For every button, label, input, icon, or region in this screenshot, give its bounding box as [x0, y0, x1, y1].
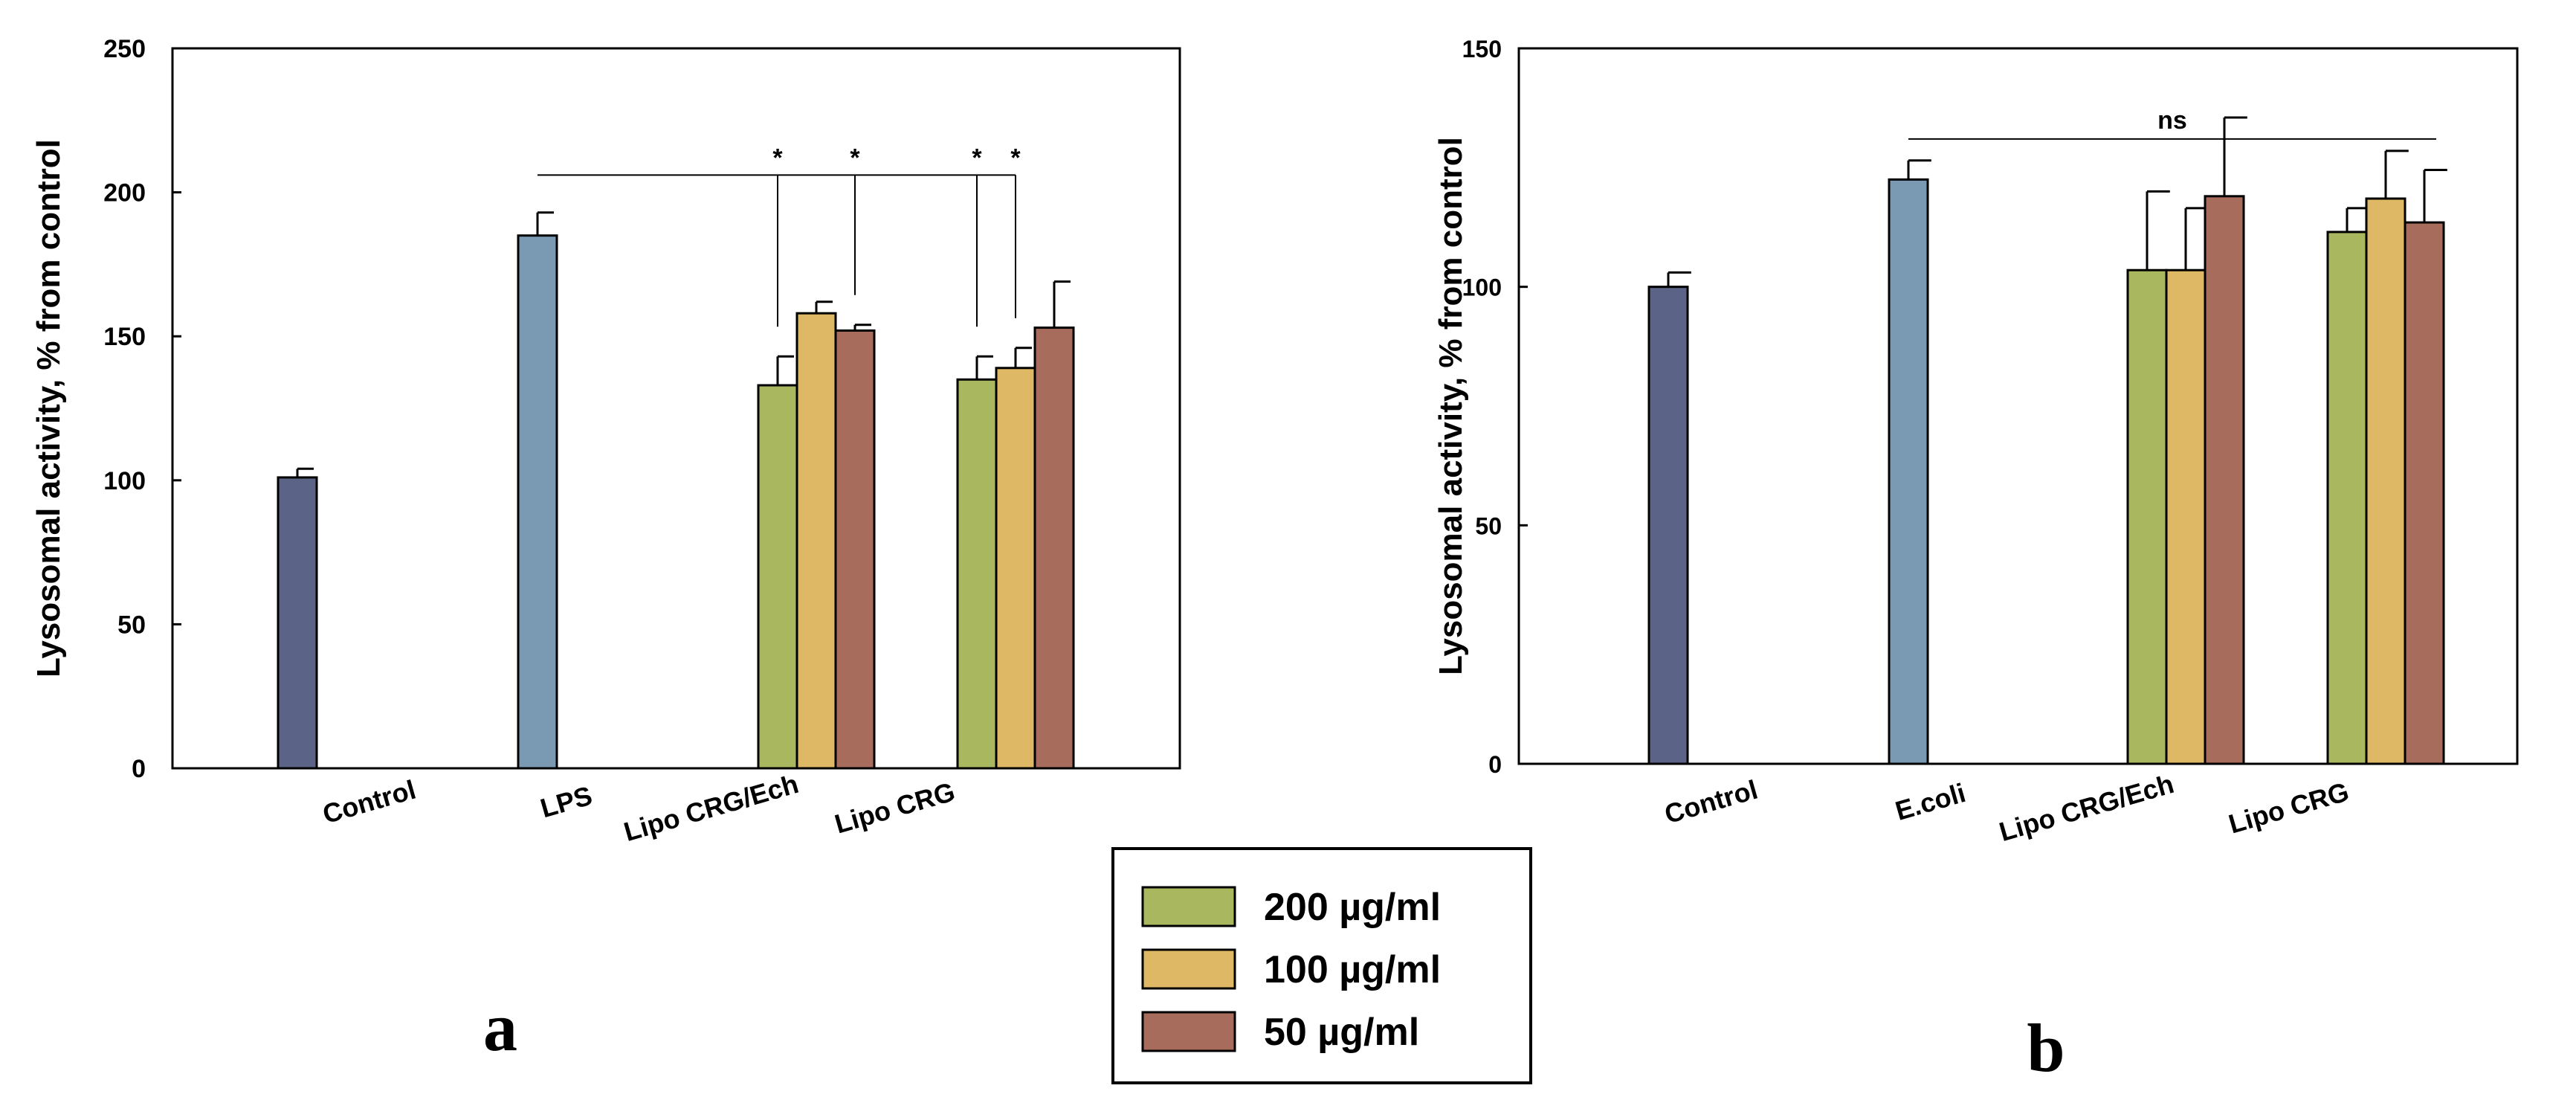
bar-lipo-crg-ech-100-g-ml: [795, 312, 837, 770]
bar-lps-lps: [517, 234, 558, 770]
significance-star-lipo-crg-ech-50-g-ml: *: [850, 144, 860, 172]
bar-lipo-crg-100-g-ml: [995, 367, 1036, 770]
x-tick-label-control: Control: [1661, 774, 1760, 830]
panel-label-a: a: [483, 989, 517, 1065]
y-tick-label-50: 50: [1475, 512, 1502, 539]
x-tick-label-lipo-crg: Lipo CRG: [2225, 776, 2352, 839]
bars-a: [277, 211, 1075, 770]
y-ticks-b: 0 50 100 150: [1462, 36, 1528, 778]
y-axis-label-a: Lysosomal activity, % from control: [30, 139, 67, 678]
legend: 200 µg/ml 100 µg/ml 50 µg/ml: [1111, 847, 1532, 1084]
bar-lipo-crg-200-g-ml: [956, 378, 998, 770]
bar-e-coli-e-coli: [1888, 178, 1929, 765]
plot-frame-b: [1517, 47, 2519, 765]
y-tick-label-100: 100: [103, 467, 146, 495]
y-tick-label-150: 150: [1462, 36, 1502, 62]
x-tick-label-lipo-crg-ech: Lipo CRG/Ech: [1996, 768, 2178, 847]
y-tick-label-250: 250: [103, 35, 146, 63]
y-ticks-a: 0 50 100 150 200 250: [103, 35, 181, 783]
legend-label-50-g-ml: 50 µg/ml: [1264, 1011, 1419, 1054]
legend-swatch-100-g-ml: [1141, 948, 1236, 990]
bar-lipo-crg-50-g-ml: [1033, 326, 1075, 770]
bar-control-control: [1647, 286, 1689, 765]
significance-a: * * * *: [538, 144, 1021, 327]
y-tick-label-0: 0: [132, 755, 146, 783]
significance-label: ns: [2157, 106, 2187, 135]
y-tick-label-0: 0: [1488, 751, 1502, 778]
legend-swatch-200-g-ml: [1141, 886, 1236, 927]
chart-panel-a: Lysosomal activity, % from control 0 50 10…: [30, 35, 1181, 847]
bars-b: [1647, 116, 2447, 765]
significance-star-lipo-crg-ech-200-g-ml: *: [772, 144, 783, 172]
panel-label-b: b: [2027, 1010, 2065, 1086]
bar-lipo-crg-ech-50-g-ml: [2204, 195, 2245, 765]
plot-frame-a: [171, 47, 1181, 770]
y-tick-label-150: 150: [103, 323, 146, 351]
y-tick-label-50: 50: [117, 611, 146, 639]
legend-label-200-g-ml: 200 µg/ml: [1264, 886, 1441, 929]
x-tick-labels-b: Control E.coli Lipo CRG/Ech Lipo CRG: [1661, 768, 2352, 847]
legend-swatch-50-g-ml: [1141, 1011, 1236, 1052]
significance-star-lipo-crg-100-g-ml: *: [1010, 144, 1021, 172]
bar-lipo-crg-ech-200-g-ml: [2126, 268, 2168, 765]
x-tick-label-lipo-crg-ech: Lipo CRG/Ech: [621, 768, 802, 847]
x-tick-label-lps: LPS: [537, 780, 595, 824]
bar-lipo-crg-100-g-ml: [2365, 197, 2406, 765]
chart-panel-b: Lysosomal activity, % from control 0 50 10…: [1433, 36, 2519, 847]
bar-lipo-crg-200-g-ml: [2326, 231, 2368, 765]
bar-control-control: [277, 476, 318, 770]
significance-b: ns: [1908, 106, 2436, 140]
x-tick-label-lipo-crg: Lipo CRG: [831, 776, 958, 839]
x-tick-labels-a: Control LPS Lipo CRG/Ech Lipo CRG: [319, 768, 958, 847]
significance-star-lipo-crg-200-g-ml: *: [972, 144, 982, 172]
bar-lipo-crg-ech-200-g-ml: [757, 384, 798, 770]
y-tick-label-200: 200: [103, 179, 146, 208]
bar-lipo-crg-50-g-ml: [2404, 221, 2445, 765]
y-tick-label-100: 100: [1462, 274, 1502, 301]
legend-label-100-g-ml: 100 µg/ml: [1264, 948, 1441, 991]
x-tick-label-e-coli: E.coli: [1892, 777, 1969, 826]
y-axis-label-b: Lysosomal activity, % from control: [1433, 137, 1469, 675]
bar-lipo-crg-ech-100-g-ml: [2165, 268, 2207, 765]
x-tick-label-control: Control: [319, 774, 419, 830]
bar-lipo-crg-ech-50-g-ml: [834, 329, 876, 770]
